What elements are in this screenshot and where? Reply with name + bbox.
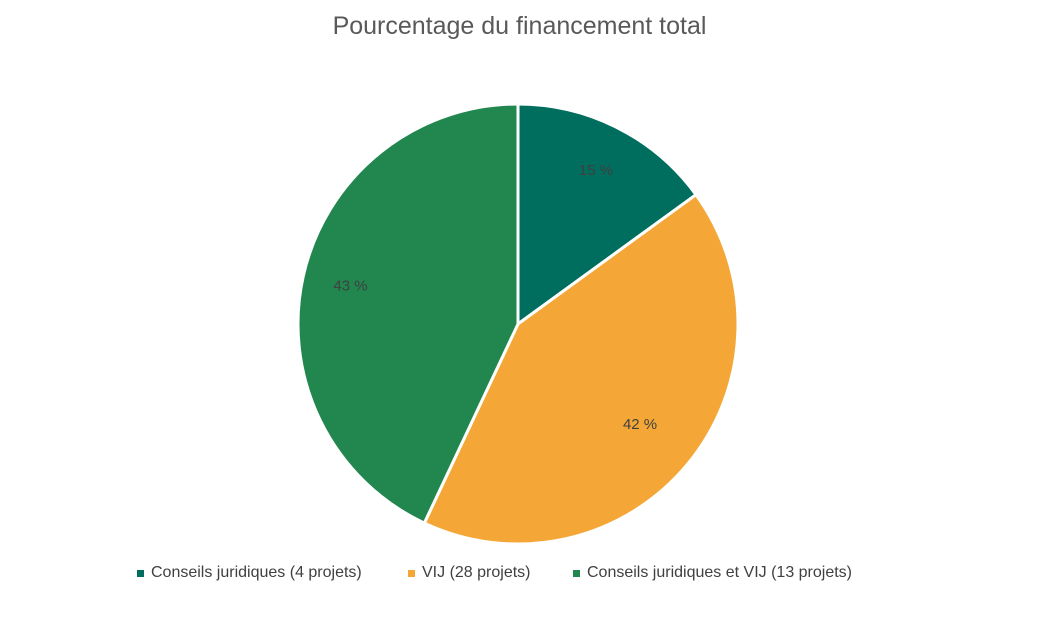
data-label-1: 15 %	[579, 162, 613, 179]
legend-item-1: Conseils juridiques (4 projets)	[137, 562, 362, 584]
chart-legend: Conseils juridiques (4 projets) VIJ (28 p…	[0, 562, 1039, 586]
legend-item-2: VIJ (28 projets)	[408, 562, 530, 584]
data-label-3: 43 %	[333, 278, 367, 295]
pie-slice-3	[296, 102, 520, 525]
legend-label: Conseils juridiques et VIJ (13 projets)	[587, 564, 853, 581]
legend-item-3: Conseils juridiques et VIJ (13 projets)	[573, 562, 852, 584]
legend-swatch	[573, 569, 580, 577]
legend-label: Conseils juridiques (4 projets)	[151, 564, 362, 581]
pie-slice-2	[422, 193, 740, 546]
data-label-2: 42 %	[623, 416, 657, 433]
pie-slice-1	[516, 102, 698, 326]
legend-swatch	[137, 569, 144, 577]
legend-swatch	[408, 569, 415, 577]
legend-label: VIJ (28 projets)	[422, 564, 531, 581]
chart-title: Pourcentage du financement total	[332, 12, 707, 40]
